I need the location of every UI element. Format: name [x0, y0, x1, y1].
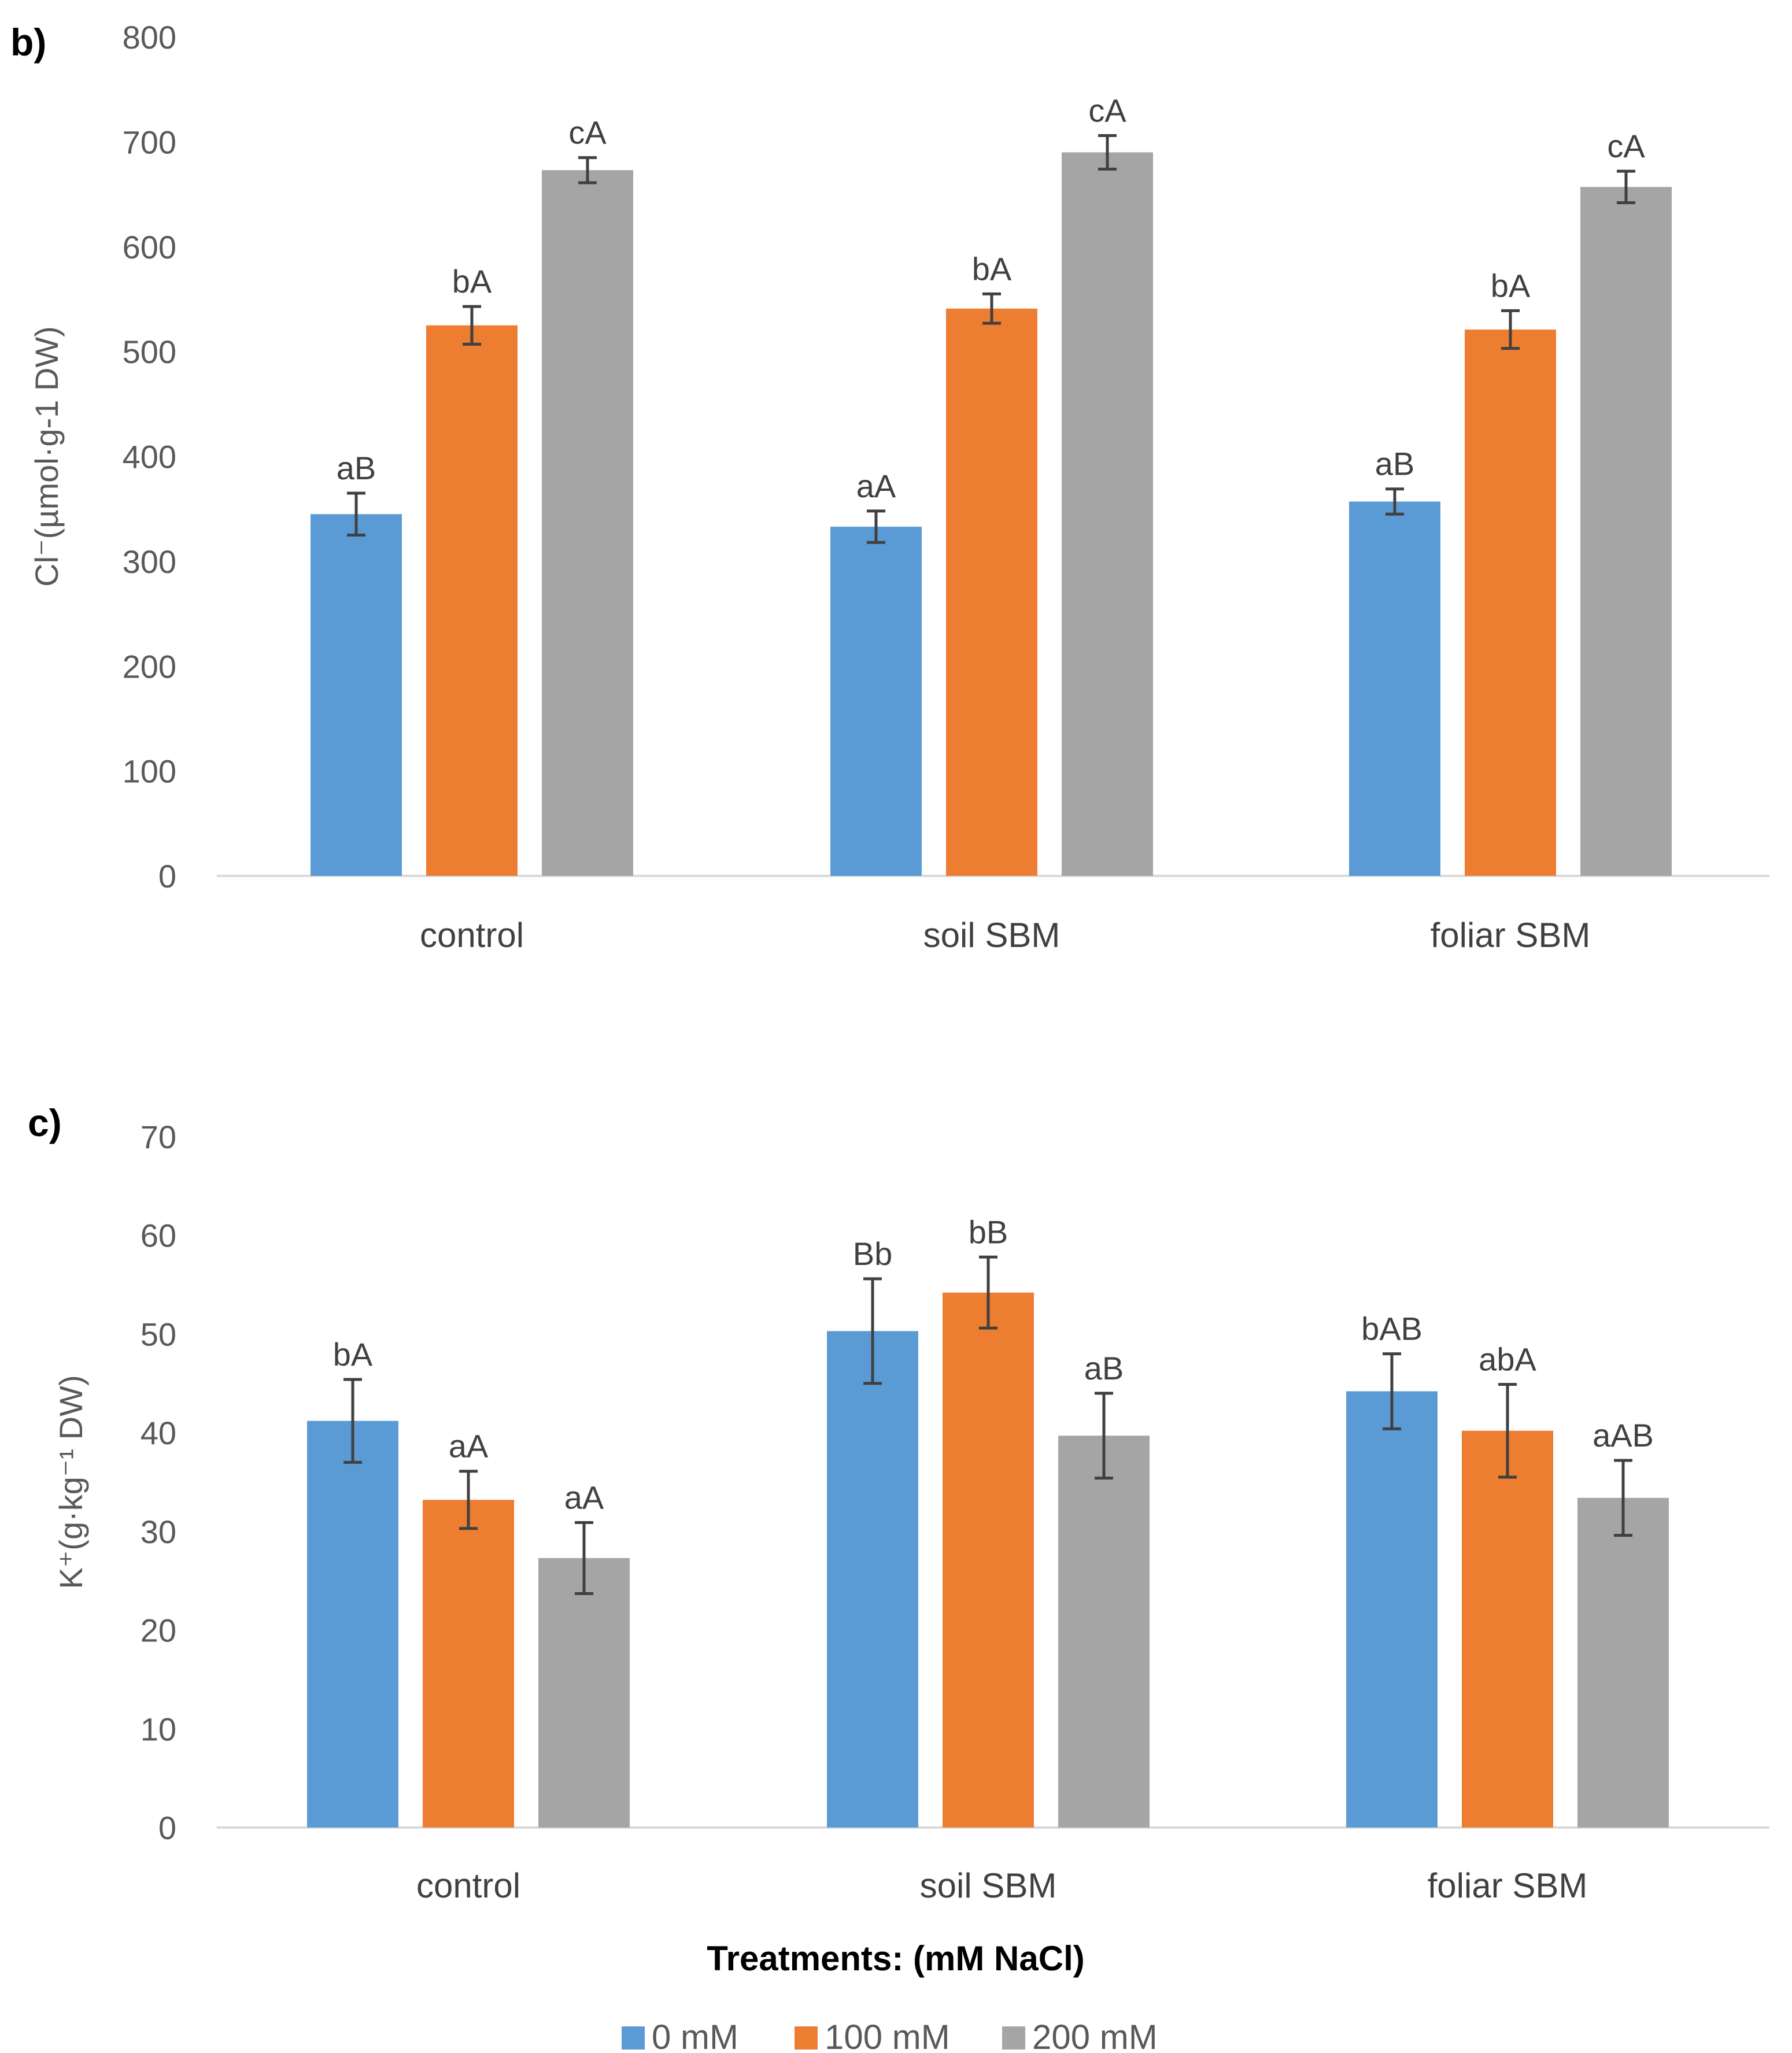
bar-100-mm: [1465, 330, 1556, 876]
y-tick-label: 30: [141, 1514, 176, 1550]
significance-label: aA: [856, 468, 896, 504]
bar-200-mm: [538, 1558, 630, 1828]
y-axis-title: K⁺(g·kg⁻¹ DW): [53, 1375, 89, 1589]
error-bar: [863, 1277, 882, 1385]
legend-label: 100 mM: [825, 2018, 950, 2053]
bar-0-mm: [1349, 501, 1440, 876]
significance-label: bA: [333, 1336, 373, 1373]
significance-label: aA: [449, 1428, 489, 1464]
significance-label: Bb: [853, 1236, 893, 1272]
significance-label: bA: [972, 250, 1012, 287]
bar-100-mm: [946, 308, 1037, 876]
significance-label: bA: [1491, 267, 1531, 304]
bar-0-mm: [311, 514, 402, 876]
chart-panel-b: b) 0 100 200 300 400 500 600 700 800 Cl⁻(µmol·g-1 …: [10, 19, 1769, 955]
legend-label: 0 mM: [652, 2018, 738, 2053]
bar-100-mm: [1462, 1430, 1553, 1828]
bar-100-mm: [423, 1500, 514, 1828]
chart-panel-c: c) 0 10 20 30 40 50 60 70 K⁺(g·kg⁻¹ DW) bA aA aA cont…: [28, 1101, 1769, 1978]
y-tick-label: 600: [123, 229, 176, 265]
error-bar: [463, 305, 481, 346]
panel-label: b): [10, 21, 46, 64]
significance-label: bA: [452, 263, 492, 299]
bar-100-mm: [426, 325, 518, 876]
significance-label: aB: [1084, 1350, 1124, 1386]
error-bar: [1385, 487, 1404, 516]
error-bar: [343, 1378, 362, 1464]
x-axis-title: Treatments: (mM NaCl): [707, 1939, 1084, 1978]
x-category-label: soil SBM: [923, 916, 1061, 955]
error-bar: [979, 1255, 997, 1330]
y-tick-label: 400: [123, 439, 176, 475]
error-bar: [1098, 134, 1117, 171]
significance-label: bB: [969, 1214, 1008, 1250]
x-category-label: control: [420, 916, 524, 955]
legend: 0 mM 100 mM 200 mM: [622, 2018, 1158, 2053]
bar-200-mm: [1058, 1436, 1150, 1828]
y-tick-label: 60: [141, 1218, 176, 1254]
error-bar: [867, 509, 885, 544]
x-category-label: foliar SBM: [1428, 1866, 1588, 1905]
bar-200-mm: [1577, 1497, 1669, 1828]
bar-200-mm: [1580, 187, 1672, 876]
significance-label: bAB: [1361, 1311, 1422, 1347]
legend-swatch: [622, 2026, 645, 2050]
y-tick-label: 800: [123, 19, 176, 56]
significance-label: aB: [337, 450, 376, 486]
error-bar: [1383, 1352, 1401, 1430]
bar-0-mm: [307, 1421, 398, 1828]
x-category-label: foliar SBM: [1431, 916, 1591, 955]
error-bar: [347, 491, 365, 537]
bar-200-mm: [1062, 152, 1153, 876]
y-tick-label: 40: [141, 1415, 176, 1451]
y-tick-label: 50: [141, 1316, 176, 1352]
y-tick-label: 700: [123, 124, 176, 160]
y-axis-title: Cl⁻(µmol·g-1 DW): [28, 326, 65, 587]
x-category-label: control: [416, 1866, 520, 1905]
significance-label: cA: [1088, 92, 1126, 128]
significance-label: cA: [568, 114, 607, 151]
legend-swatch: [1002, 2026, 1025, 2050]
legend-item: 200 mM: [1002, 2018, 1158, 2053]
legend-item: 0 mM: [622, 2018, 738, 2053]
legend-label: 200 mM: [1032, 2018, 1158, 2053]
panel-label: c): [28, 1101, 62, 1144]
y-tick-label: 0: [158, 1810, 176, 1846]
legend-item: 100 mM: [795, 2018, 950, 2053]
error-bar: [459, 1470, 478, 1530]
bar-0-mm: [830, 527, 922, 876]
significance-label: aA: [564, 1479, 604, 1515]
error-bar: [1617, 169, 1635, 205]
bar-100-mm: [943, 1292, 1034, 1828]
significance-label: cA: [1607, 128, 1645, 164]
error-bar: [1498, 1382, 1517, 1479]
error-bar: [575, 1521, 593, 1595]
y-tick-label: 200: [123, 648, 176, 685]
error-bar: [1095, 1392, 1113, 1480]
y-tick-label: 70: [141, 1119, 176, 1155]
y-tick-label: 10: [141, 1711, 176, 1747]
bar-200-mm: [542, 170, 633, 876]
bar-0-mm: [827, 1331, 918, 1828]
bar-0-mm: [1346, 1391, 1438, 1828]
significance-label: aB: [1375, 446, 1415, 482]
error-bar: [1501, 309, 1520, 350]
error-bar: [982, 292, 1001, 325]
error-bar: [578, 156, 597, 184]
y-tick-label: 100: [123, 753, 176, 790]
x-category-label: soil SBM: [920, 1866, 1057, 1905]
y-tick-label: 500: [123, 334, 176, 370]
significance-label: abA: [1479, 1341, 1536, 1377]
legend-swatch: [795, 2026, 818, 2050]
y-tick-label: 0: [158, 858, 176, 894]
y-tick-label: 20: [141, 1612, 176, 1649]
y-tick-label: 300: [123, 543, 176, 580]
error-bar: [1614, 1459, 1632, 1537]
significance-label: aAB: [1593, 1417, 1654, 1453]
